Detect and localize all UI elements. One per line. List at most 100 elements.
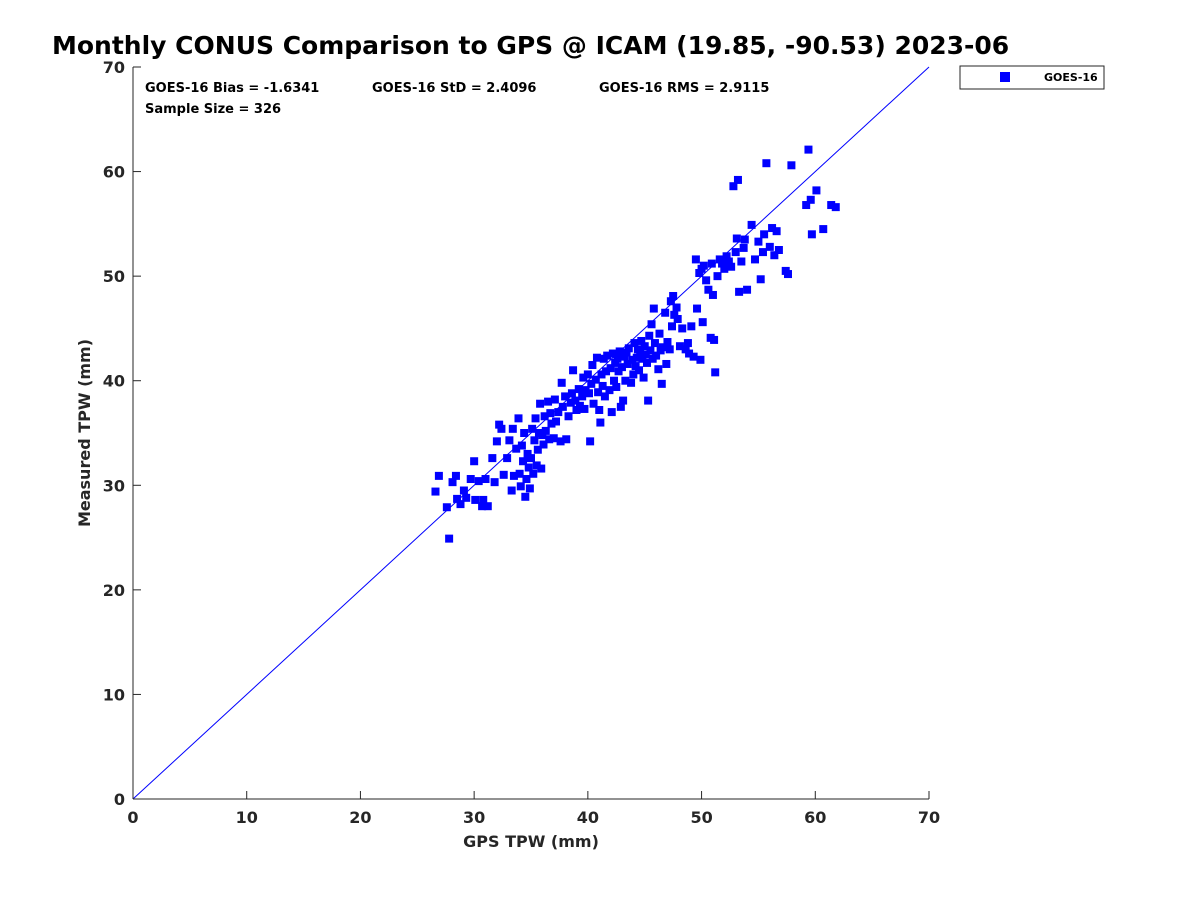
data-point — [583, 370, 592, 379]
data-point — [470, 457, 479, 466]
data-point — [442, 503, 451, 512]
data-point — [698, 318, 707, 327]
data-point — [768, 224, 777, 233]
data-point — [558, 402, 567, 411]
data-point — [642, 358, 651, 367]
data-point — [616, 402, 625, 411]
data-point — [545, 435, 554, 444]
data-point — [471, 495, 480, 504]
data-point — [522, 475, 531, 484]
x-tick-label: 70 — [918, 808, 940, 827]
data-point — [713, 272, 722, 281]
data-point — [495, 420, 504, 429]
data-point — [639, 373, 648, 382]
sample-size-annotation: Sample Size = 326 — [145, 102, 281, 117]
data-point — [619, 396, 628, 405]
data-point — [557, 378, 566, 387]
data-point — [632, 353, 641, 362]
data-point — [644, 396, 653, 405]
data-point — [456, 500, 465, 509]
data-point — [802, 201, 811, 210]
data-point — [588, 361, 597, 370]
data-point — [541, 426, 550, 435]
x-tick-label: 40 — [577, 808, 599, 827]
y-tick-label: 40 — [103, 372, 125, 391]
plot-area: 0 10 20 30 40 50 60 70 0 10 20 30 40 50 60 70 — [103, 58, 940, 827]
data-point — [657, 379, 666, 388]
data-point — [451, 471, 460, 480]
data-point — [715, 255, 724, 264]
data-point — [540, 412, 549, 421]
data-point — [519, 457, 528, 466]
data-point — [673, 315, 682, 324]
data-point — [665, 345, 674, 354]
data-point — [681, 345, 690, 354]
data-point — [678, 324, 687, 333]
std-annotation: GOES-16 StD = 2.4096 — [372, 81, 536, 96]
data-point — [478, 502, 487, 511]
data-point — [556, 437, 565, 446]
data-point — [614, 367, 623, 376]
data-point — [474, 477, 483, 486]
data-point — [600, 392, 609, 401]
data-point — [733, 175, 742, 184]
legend-box — [959, 65, 1105, 90]
data-point — [672, 303, 681, 312]
data-point — [702, 276, 711, 285]
data-point — [536, 399, 545, 408]
data-point — [683, 339, 692, 348]
data-point — [509, 471, 518, 480]
data-point — [562, 435, 571, 444]
x-tick-label: 20 — [349, 808, 371, 827]
data-point — [658, 343, 667, 352]
rms-annotation: GOES-16 RMS = 2.9115 — [599, 81, 769, 96]
data-point — [521, 492, 530, 501]
data-point — [631, 362, 640, 371]
data-point — [661, 308, 670, 317]
data-point — [710, 335, 719, 344]
data-point — [591, 375, 600, 384]
data-point — [554, 408, 563, 417]
data-point — [812, 186, 821, 195]
data-point — [610, 376, 619, 385]
data-point — [704, 285, 713, 294]
legend-label: GOES-16 — [1044, 71, 1098, 84]
legend-marker — [1000, 72, 1010, 82]
data-point — [566, 398, 575, 407]
data-point — [627, 378, 636, 387]
data-point — [670, 310, 679, 319]
data-point — [770, 251, 779, 260]
data-point — [640, 342, 649, 351]
data-point — [621, 376, 630, 385]
data-point — [624, 344, 633, 353]
y-tick-label: 70 — [103, 58, 125, 77]
x-tick-label: 60 — [804, 808, 826, 827]
data-point — [538, 431, 547, 440]
data-point — [514, 414, 523, 423]
data-point — [689, 352, 698, 361]
data-point — [760, 230, 769, 239]
data-point — [488, 454, 497, 463]
data-point — [520, 429, 529, 437]
data-point — [720, 264, 729, 273]
data-point — [492, 437, 501, 446]
data-point — [497, 424, 506, 433]
data-point — [636, 348, 645, 357]
x-axis-label: GPS TPW (mm) — [463, 832, 599, 851]
data-point — [735, 287, 744, 296]
data-point — [711, 368, 720, 377]
data-point — [499, 470, 508, 479]
data-point — [592, 353, 601, 362]
data-point — [649, 304, 658, 313]
data-point — [613, 354, 622, 363]
data-point — [578, 392, 587, 401]
data-point — [729, 182, 738, 191]
data-point — [515, 469, 524, 478]
data-point — [549, 434, 558, 443]
data-point — [804, 145, 813, 154]
data-point — [525, 484, 534, 493]
data-point — [596, 418, 605, 427]
data-point — [544, 397, 553, 406]
data-point — [765, 242, 774, 251]
